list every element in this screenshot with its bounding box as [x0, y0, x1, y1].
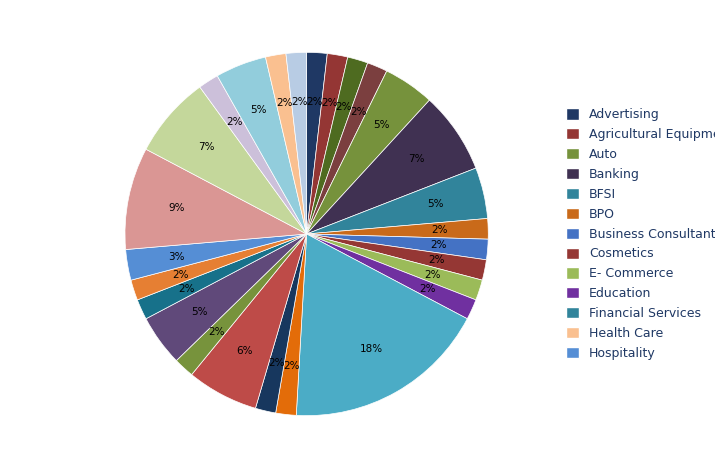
Wedge shape: [177, 234, 307, 374]
Wedge shape: [217, 57, 307, 234]
Text: 2%: 2%: [336, 102, 352, 112]
Text: 2%: 2%: [425, 270, 441, 280]
Wedge shape: [276, 234, 307, 415]
Text: 2%: 2%: [430, 241, 447, 250]
Wedge shape: [192, 234, 307, 408]
Wedge shape: [307, 63, 387, 234]
Text: 7%: 7%: [198, 142, 214, 152]
Text: 2%: 2%: [419, 284, 435, 294]
Text: 2%: 2%: [172, 270, 189, 280]
Text: 2%: 2%: [268, 358, 285, 368]
Text: 5%: 5%: [373, 119, 390, 130]
Text: 2%: 2%: [283, 361, 300, 371]
Wedge shape: [296, 234, 468, 416]
Text: 2%: 2%: [209, 327, 225, 336]
Wedge shape: [126, 234, 307, 280]
Wedge shape: [307, 100, 476, 234]
Wedge shape: [307, 71, 430, 234]
Text: 5%: 5%: [428, 199, 444, 209]
Text: 2%: 2%: [431, 225, 448, 235]
Text: 2%: 2%: [428, 256, 445, 265]
Wedge shape: [265, 53, 307, 234]
Text: 2%: 2%: [350, 107, 367, 117]
Text: 7%: 7%: [408, 154, 424, 164]
Wedge shape: [146, 87, 307, 234]
Wedge shape: [137, 234, 307, 319]
Text: 18%: 18%: [360, 344, 383, 354]
Legend: Advertising, Agricultural Equipment, Auto, Banking, BFSI, BPO, Business Consulta: Advertising, Agricultural Equipment, Aut…: [563, 104, 715, 364]
Wedge shape: [307, 234, 476, 319]
Wedge shape: [200, 76, 307, 234]
Wedge shape: [307, 219, 488, 239]
Text: 6%: 6%: [237, 346, 253, 356]
Wedge shape: [286, 52, 307, 234]
Wedge shape: [307, 234, 483, 300]
Text: 5%: 5%: [250, 105, 267, 116]
Text: 3%: 3%: [168, 252, 184, 262]
Text: 2%: 2%: [291, 96, 307, 107]
Wedge shape: [307, 53, 347, 234]
Text: 2%: 2%: [306, 96, 322, 107]
Wedge shape: [131, 234, 307, 300]
Text: 2%: 2%: [321, 98, 337, 108]
Text: 5%: 5%: [191, 307, 207, 317]
Wedge shape: [146, 234, 307, 361]
Wedge shape: [307, 234, 486, 280]
Wedge shape: [255, 234, 307, 413]
Text: 9%: 9%: [169, 203, 185, 212]
Text: 2%: 2%: [276, 98, 292, 108]
Wedge shape: [125, 149, 307, 249]
Wedge shape: [307, 168, 488, 234]
Text: 2%: 2%: [227, 117, 243, 127]
Wedge shape: [307, 57, 368, 234]
Wedge shape: [307, 52, 327, 234]
Text: 2%: 2%: [178, 284, 194, 294]
Wedge shape: [307, 234, 488, 260]
